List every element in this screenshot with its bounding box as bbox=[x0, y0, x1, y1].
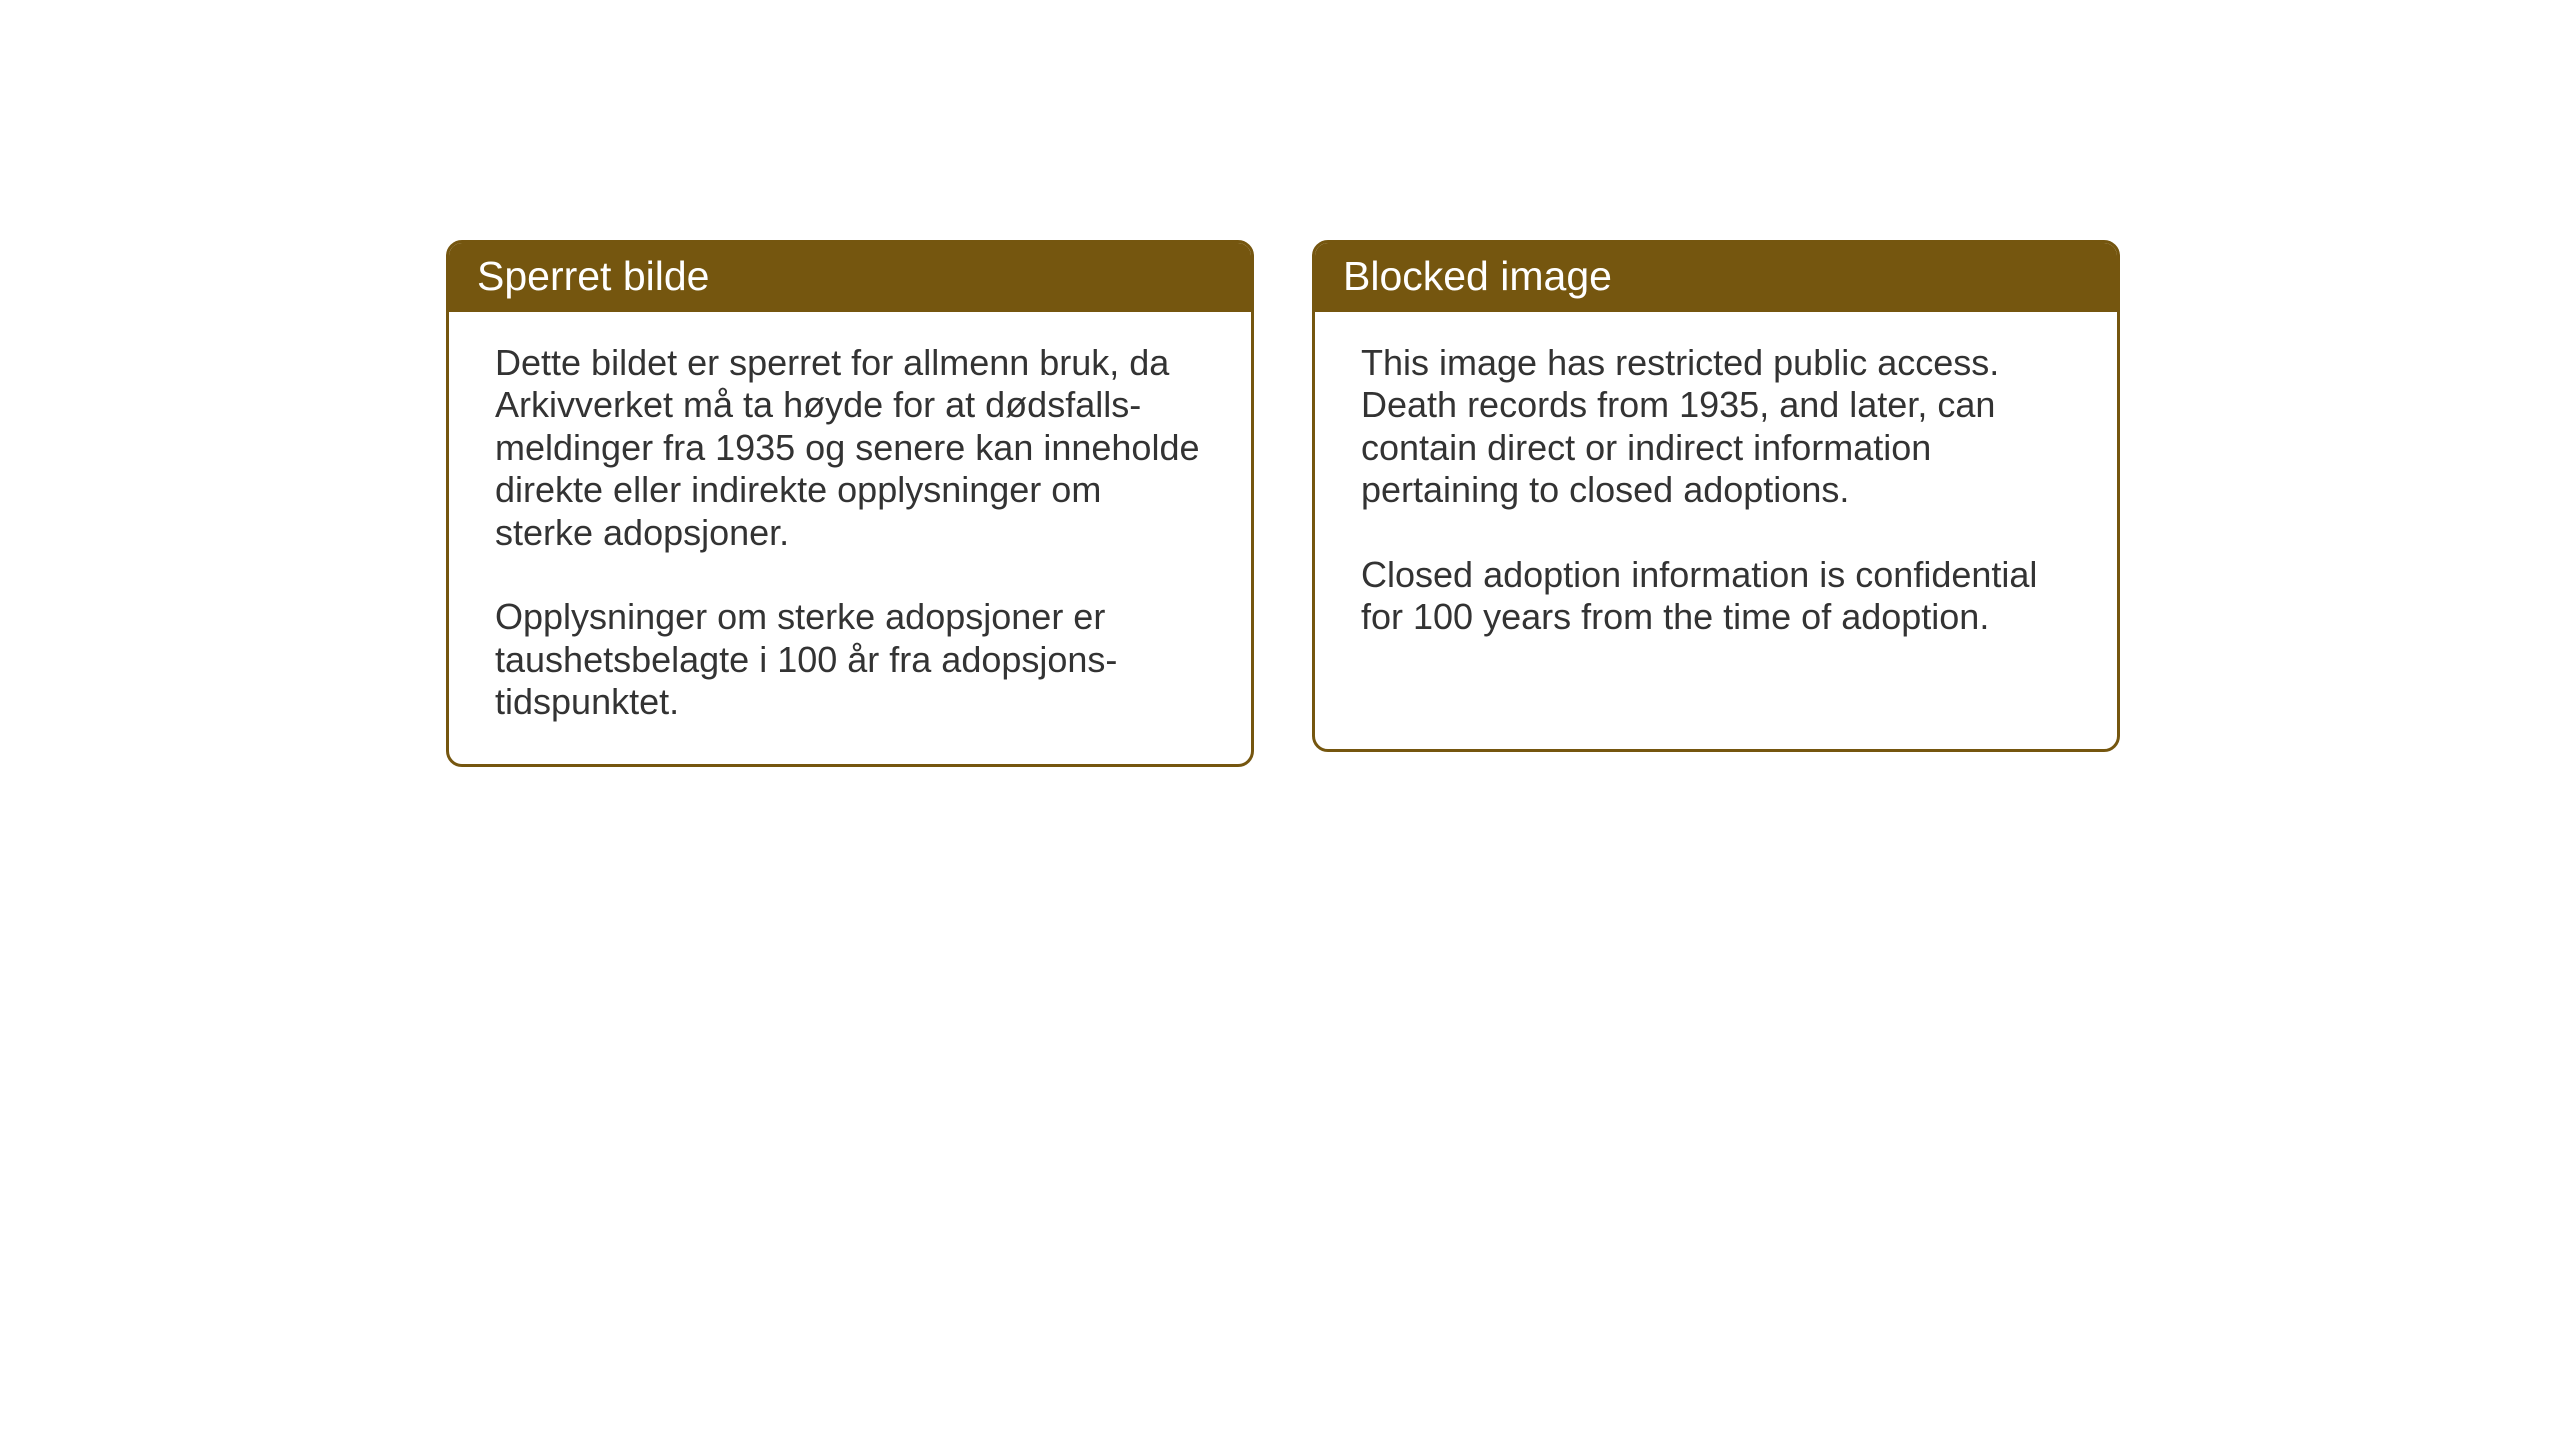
notice-body-norwegian: Dette bildet er sperret for allmenn bruk… bbox=[449, 312, 1251, 764]
notice-box-norwegian: Sperret bilde Dette bildet er sperret fo… bbox=[446, 240, 1254, 767]
notice-paragraph: Dette bildet er sperret for allmenn bruk… bbox=[495, 342, 1205, 554]
notice-paragraph: Opplysninger om sterke adopsjoner er tau… bbox=[495, 596, 1205, 723]
notice-body-english: This image has restricted public access.… bbox=[1315, 312, 2117, 679]
notice-paragraph: Closed adoption information is confident… bbox=[1361, 554, 2071, 639]
notices-container: Sperret bilde Dette bildet er sperret fo… bbox=[446, 240, 2120, 767]
notice-header-norwegian: Sperret bilde bbox=[449, 243, 1251, 312]
notice-paragraph: This image has restricted public access.… bbox=[1361, 342, 2071, 512]
notice-header-english: Blocked image bbox=[1315, 243, 2117, 312]
notice-box-english: Blocked image This image has restricted … bbox=[1312, 240, 2120, 752]
